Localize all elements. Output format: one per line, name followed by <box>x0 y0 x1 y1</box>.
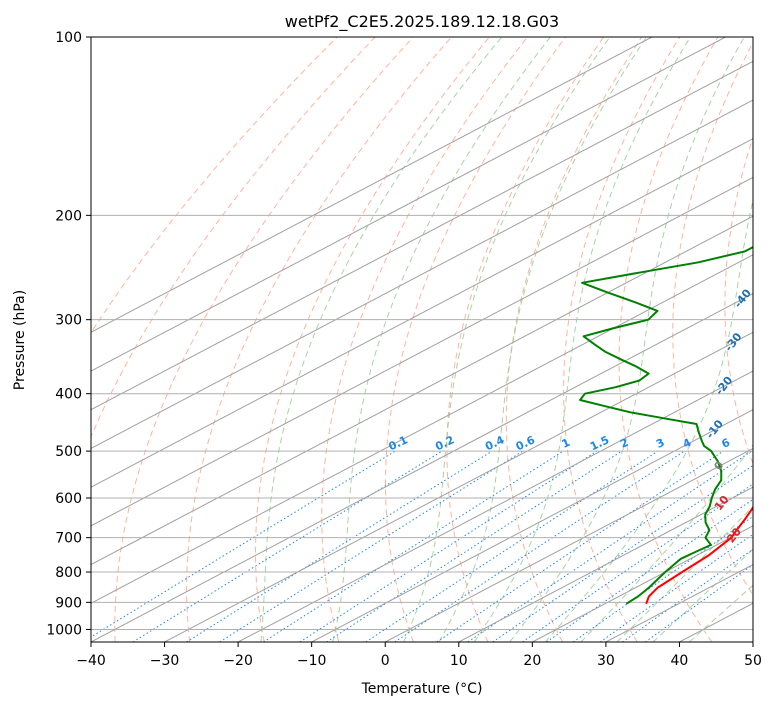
mixing-ratio-label: 0.6 <box>514 433 537 453</box>
mixing-ratio-line <box>187 451 492 642</box>
isotherm-line <box>17 0 775 642</box>
mixing-ratio-label: 6 <box>720 436 733 451</box>
dry-adiabat <box>187 0 504 642</box>
mixing-ratio-line <box>645 451 775 642</box>
chart-title: wetPf2_C2E5.2025.189.12.18.G03 <box>285 12 559 32</box>
dry-adiabat <box>447 0 646 642</box>
mixing-ratio-line <box>573 451 775 642</box>
y-tick-label: 300 <box>55 313 82 329</box>
moist-adiabat <box>404 24 620 642</box>
mixing-ratio-line <box>437 451 723 642</box>
x-tick-label: 0 <box>381 653 390 669</box>
mixing-ratio-line <box>300 451 597 642</box>
mixing-ratio-line <box>600 451 775 642</box>
x-tick-label: 30 <box>597 653 615 669</box>
isotherm-line <box>0 0 775 642</box>
mixing-ratio-line <box>493 451 775 642</box>
dry-adiabat <box>256 0 539 642</box>
y-tick-label: 200 <box>55 208 82 224</box>
y-tick-label: 900 <box>55 595 82 611</box>
isotherm-line <box>0 0 775 642</box>
y-tick-label: 1000 <box>46 622 82 638</box>
moist-adiabat <box>653 24 775 642</box>
isotherm-line <box>0 0 775 642</box>
mixing-ratio-line <box>327 451 622 642</box>
mixing-ratio-label: 0.2 <box>433 433 456 453</box>
dry-adiabat <box>115 0 468 642</box>
isotherm-line <box>165 0 775 642</box>
x-tick-label: −10 <box>297 653 327 669</box>
moist-adiabat <box>333 24 561 642</box>
x-tick-label: −20 <box>223 653 253 669</box>
x-tick-label: −40 <box>76 653 106 669</box>
y-tick-label: 600 <box>55 491 82 507</box>
moist-adiabat <box>261 24 513 642</box>
isotherm-label: -40 <box>731 286 754 310</box>
y-axis-label: Pressure (hPa) <box>12 290 28 390</box>
mixing-ratio-label: 0.1 <box>387 433 410 453</box>
mixing-ratio-label: 0.4 <box>483 433 506 453</box>
dry-adiabat <box>725 0 775 642</box>
y-tick-label: 100 <box>55 30 82 46</box>
sounding-profiles <box>580 37 775 604</box>
mixing-ratio-line <box>83 451 396 642</box>
moist-adiabat <box>439 24 656 642</box>
mixing-ratio-label: 3 <box>654 436 666 451</box>
y-tick-label: 400 <box>55 387 82 403</box>
isotherm-line <box>0 0 775 642</box>
isotherm-label: 0 <box>712 459 727 473</box>
mixing-ratio-label: 4 <box>681 436 694 451</box>
isotherm-line <box>91 0 775 642</box>
dry-adiabat <box>673 0 775 642</box>
y-tick-label: 500 <box>55 444 82 460</box>
moist-adiabat <box>545 24 775 642</box>
moist-adiabat <box>474 24 699 642</box>
mixing-ratio-label: 1 <box>560 436 572 451</box>
mixing-ratio-label: 2 <box>618 436 630 451</box>
mixing-ratio-line <box>264 451 564 642</box>
isotherm-line <box>606 0 775 642</box>
x-tick-label: 20 <box>523 653 541 669</box>
x-axis-label: Temperature (°C) <box>361 681 483 697</box>
x-tick-label: 50 <box>744 653 762 669</box>
mixing-ratio-line <box>523 451 775 642</box>
dry-adiabat <box>322 0 575 642</box>
x-tick-label: 10 <box>450 653 468 669</box>
x-tick-label: 40 <box>671 653 689 669</box>
isotherm-line <box>0 0 775 642</box>
isotherm-line <box>312 0 775 642</box>
y-tick-label: 700 <box>55 531 82 547</box>
background-lines <box>0 0 775 642</box>
isotherm-line <box>753 0 775 642</box>
mixing-ratio-label: 1.5 <box>588 433 611 453</box>
y-tick-label: 800 <box>55 565 82 581</box>
isotherm-line <box>0 0 775 642</box>
x-tick-label: −30 <box>150 653 180 669</box>
mixing-ratio-line <box>366 451 658 642</box>
